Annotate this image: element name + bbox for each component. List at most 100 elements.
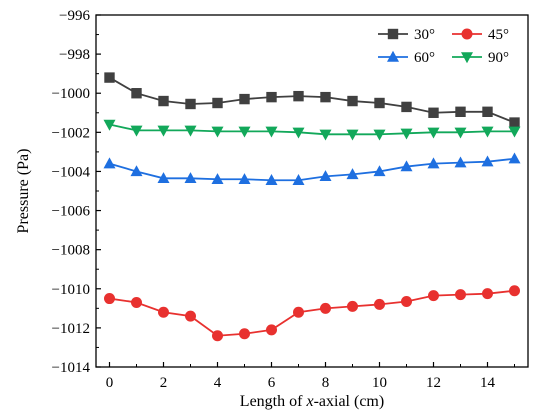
x-tick-label: 10	[372, 375, 387, 391]
data-point	[238, 126, 251, 138]
data-point	[212, 330, 223, 342]
x-axis-title-part: -axial (cm)	[314, 393, 385, 410]
data-point	[346, 168, 359, 180]
data-point	[185, 98, 196, 110]
legend-item: 45°	[452, 27, 509, 43]
data-point	[157, 172, 170, 183]
data-point	[373, 165, 386, 177]
series-line	[109, 157, 515, 182]
series-layer	[103, 72, 521, 342]
x-tick-label: 8	[322, 375, 330, 391]
data-point	[293, 90, 304, 102]
legend-marker	[461, 52, 473, 64]
legend-item: 90°	[452, 50, 509, 66]
y-axis: −1014 −1012 −1010 −1008 −1006 −1004 −1002 −1000…	[52, 8, 101, 376]
data-point	[427, 157, 440, 169]
data-point	[104, 293, 115, 305]
data-point	[158, 95, 169, 107]
y-tick-label: −1000	[52, 86, 90, 102]
data-point	[184, 125, 197, 137]
y-tick-label: −1012	[52, 321, 90, 337]
data-point	[319, 170, 332, 182]
data-point	[211, 126, 224, 138]
data-point	[211, 173, 224, 184]
data-point	[292, 127, 305, 139]
data-point	[103, 119, 116, 131]
series-3	[103, 152, 521, 185]
data-point	[481, 126, 494, 138]
x-tick-label: 14	[480, 375, 496, 391]
data-point	[347, 300, 358, 312]
data-point	[401, 101, 412, 113]
legend-label: 90°	[488, 50, 509, 66]
legend-label: 30°	[414, 27, 435, 43]
data-point	[293, 306, 304, 318]
x-tick-label: 4	[214, 375, 222, 391]
data-point	[347, 95, 358, 107]
y-tick-label: −998	[59, 47, 90, 63]
data-point	[130, 165, 143, 177]
data-point	[266, 324, 277, 336]
y-tick-label: −1008	[52, 243, 90, 259]
x-tick-label: 12	[426, 375, 441, 391]
data-point	[427, 127, 440, 139]
data-point	[400, 160, 413, 172]
data-point	[184, 172, 197, 183]
data-point	[508, 152, 521, 164]
legend-item: 60°	[378, 50, 435, 66]
data-point	[265, 174, 278, 185]
data-point	[131, 296, 142, 308]
data-point	[508, 126, 521, 138]
data-point	[373, 129, 386, 141]
legend-marker	[387, 50, 399, 62]
series-line	[109, 289, 515, 337]
data-point	[320, 91, 331, 103]
data-point	[454, 127, 467, 139]
x-axis-title: Length of x-axial (cm)	[240, 393, 384, 410]
y-tick-label: −1006	[52, 204, 91, 220]
data-point	[481, 155, 494, 167]
data-point	[266, 91, 277, 103]
x-tick-label: 0	[106, 375, 114, 391]
data-point	[400, 128, 413, 140]
data-point	[131, 88, 142, 99]
data-point	[455, 106, 466, 117]
data-point	[455, 289, 466, 301]
legend-label: 45°	[488, 27, 509, 43]
series-line	[109, 123, 515, 136]
data-point	[320, 302, 331, 314]
series-2	[104, 285, 520, 342]
data-point	[104, 72, 115, 83]
data-point	[482, 106, 493, 117]
data-point	[185, 310, 196, 322]
data-point	[509, 117, 520, 128]
data-point	[482, 288, 493, 300]
legend-marker	[461, 28, 473, 40]
x-axis-title-part: x	[305, 393, 313, 410]
series-line	[109, 76, 515, 124]
y-tick-label: −1002	[52, 125, 90, 141]
data-point	[509, 285, 520, 297]
legend-item: 30°	[378, 27, 435, 43]
x-axis-title-part: Length of	[240, 393, 307, 410]
data-point	[428, 107, 439, 118]
data-point	[238, 173, 251, 184]
data-point	[346, 129, 359, 141]
series-1	[104, 72, 520, 128]
data-point	[130, 125, 143, 137]
data-point	[374, 97, 385, 109]
x-tick-label: 6	[268, 375, 276, 391]
data-point	[292, 174, 305, 185]
data-point	[319, 129, 332, 141]
legend-label: 60°	[414, 50, 435, 66]
y-tick-label: −1014	[52, 360, 91, 376]
data-point	[428, 290, 439, 302]
x-axis: 0 2 4 6 8 10 12 14	[106, 362, 515, 391]
data-point	[239, 93, 250, 105]
y-tick-label: −996	[59, 8, 90, 24]
y-tick-label: −1010	[52, 282, 90, 298]
data-point	[239, 328, 250, 340]
data-point	[401, 295, 412, 307]
data-point	[374, 298, 385, 310]
